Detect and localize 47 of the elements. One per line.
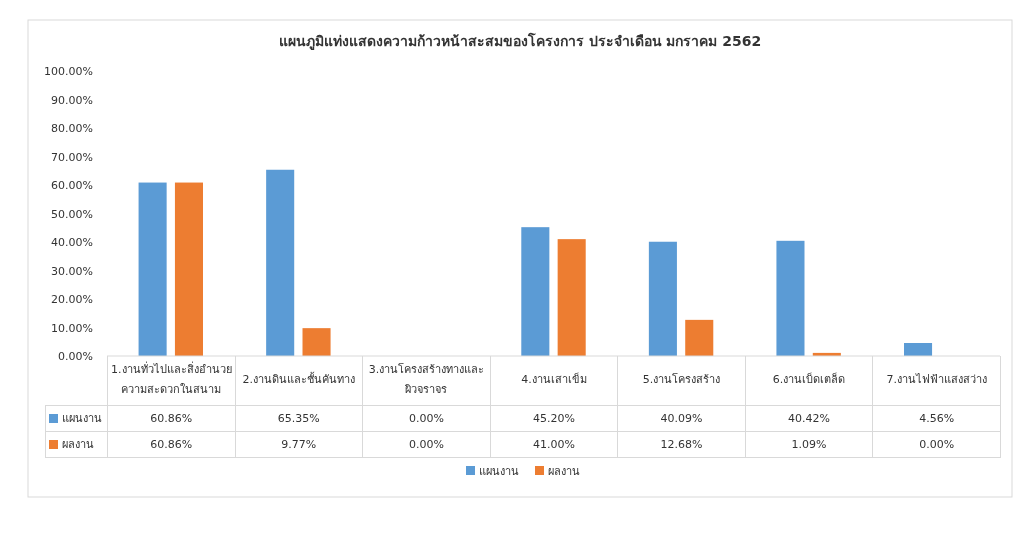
bar (685, 319, 714, 356)
data-label: 65.35% (235, 405, 363, 431)
bar (557, 239, 586, 356)
data-label: 0.00% (362, 431, 491, 457)
bar (648, 241, 677, 356)
text: ผลงาน (62, 438, 94, 451)
data-label: 9.77% (235, 431, 363, 457)
data-label: 40.42% (745, 405, 873, 431)
x-tick-label: 4.งานเสาเข็ม (490, 356, 618, 405)
y-tick-label: 30.00% (51, 264, 93, 278)
bar (266, 169, 295, 356)
x-tick-label: 6.งานเบ็ดเตล็ด (745, 356, 873, 405)
y-tick-label: 50.00% (51, 207, 93, 221)
y-tick-label: 90.00% (51, 93, 93, 107)
data-label: 0.00% (872, 431, 1001, 457)
chart-title: แผนภูมิแท่งแสดงความก้าวหน้าสะสมของโครงการ ประจำเดือน มกราคม 2562 (278, 32, 762, 50)
bar (302, 328, 331, 356)
x-tick-label: 7.งานไฟฟ้าแสงสว่าง (872, 356, 1001, 405)
x-tick-label: 1.งานทั่วไปและสิ่งอำนวยความสะดวกในสนาม (107, 356, 236, 405)
bar (138, 182, 167, 356)
y-tick-label: 10.00% (51, 321, 93, 335)
data-label: 60.86% (107, 431, 236, 457)
legend: แผนงาน ผลงาน (466, 465, 580, 478)
x-tick-label: 3.งานโครงสร้างทางและผิวจราจร (362, 356, 491, 405)
y-tick-label: 20.00% (51, 293, 93, 306)
y-tick-label: 100.00% (44, 65, 93, 78)
bar (904, 343, 933, 356)
data-label: 45.20% (490, 405, 618, 431)
data-label: 12.68% (617, 431, 746, 457)
y-tick-label: 70.00% (51, 150, 93, 164)
y-tick-label: 0.00% (58, 350, 93, 363)
legend-label: ผลงาน (548, 465, 580, 478)
x-tick-label: 2.งานดินและชั้นคันทาง (235, 356, 363, 405)
data-label: 4.56% (872, 405, 1001, 431)
bar (521, 227, 550, 356)
x-tick-label: 5.งานโครงสร้าง (617, 356, 746, 405)
bar (174, 182, 203, 356)
bar (776, 240, 805, 356)
data-label: 1.09% (745, 431, 873, 457)
data-label: 41.00% (490, 431, 618, 457)
legend-label: แผนงาน (45, 405, 108, 431)
data-label: 60.86% (107, 405, 236, 431)
y-tick-label: 40.00% (51, 236, 93, 249)
data-label: 0.00% (362, 405, 491, 431)
y-tick-label: 80.00% (51, 122, 93, 135)
data-label: 40.09% (617, 405, 746, 431)
y-tick-label: 60.00% (51, 179, 93, 192)
